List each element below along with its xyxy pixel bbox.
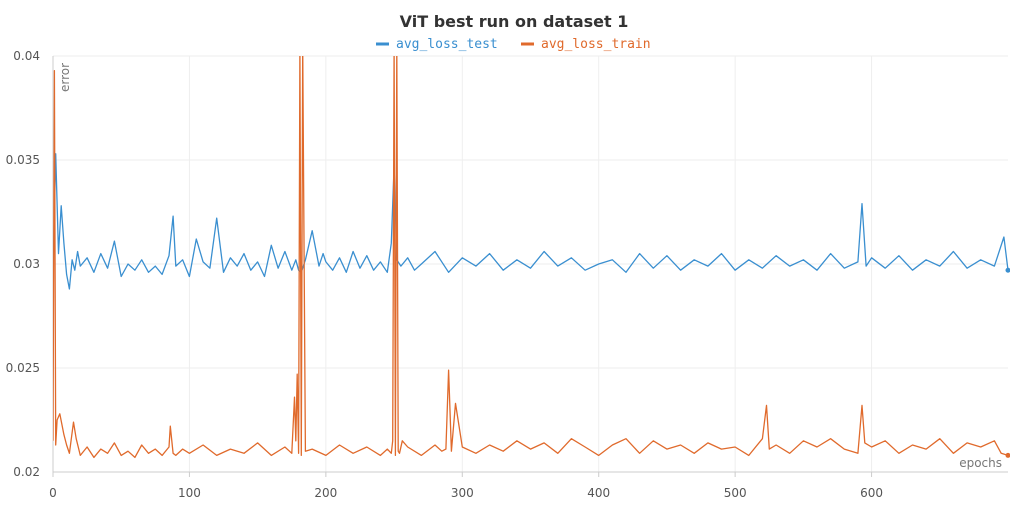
grid — [52, 55, 1008, 473]
y-tick-label: 0.04 — [13, 49, 40, 63]
x-tick-label: 200 — [314, 486, 337, 500]
axes — [52, 56, 1008, 477]
y-tick-label: 0.035 — [6, 153, 40, 167]
y-tick-label: 0.03 — [13, 257, 40, 271]
legend-label-avg-loss-test: avg_loss_test — [396, 37, 498, 52]
x-tick-label: 300 — [451, 486, 474, 500]
legend-entry-avg-loss-test[interactable]: avg_loss_test — [376, 37, 498, 52]
x-tick-label: 500 — [724, 486, 747, 500]
y-axis-label: error — [58, 63, 72, 92]
series-end-point-avg-loss-test — [1005, 267, 1010, 273]
x-tick-label: 600 — [860, 486, 883, 500]
plot-area — [53, 56, 1010, 459]
x-tick-label: 100 — [178, 486, 201, 500]
tick-labels: 0.02 0.025 0.03 0.035 0.04 0 100 200 300 400 500 60… — [6, 49, 883, 500]
legend-entry-avg-loss-train[interactable]: avg_loss_train — [521, 37, 651, 52]
series-end-point-avg-loss-train — [1005, 452, 1010, 458]
y-tick-label: 0.025 — [6, 361, 40, 375]
x-tick-label: 0 — [49, 486, 57, 500]
legend: avg_loss_test avg_loss_train — [376, 37, 651, 52]
chart-title: ViT best run on dataset 1 — [400, 12, 629, 31]
x-tick-label: 400 — [587, 486, 610, 500]
x-axis-label: epochs — [959, 456, 1002, 470]
series-line-avg-loss-test — [53, 153, 1009, 290]
series-line-avg-loss-train — [53, 56, 1009, 459]
y-tick-label: 0.02 — [13, 465, 40, 479]
legend-label-avg-loss-train: avg_loss_train — [541, 37, 651, 52]
